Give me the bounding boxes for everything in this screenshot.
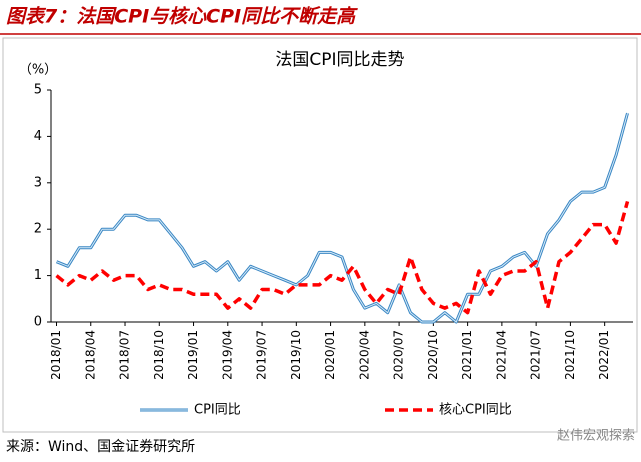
x-tick-label: 2020/07 [392, 330, 406, 380]
legend-label: 核心CPI同比 [439, 403, 512, 418]
x-tick-label: 2021/10 [563, 330, 577, 380]
y-tick-label: 4 [34, 129, 42, 144]
x-tick-label: 2018/04 [83, 330, 97, 380]
y-tick-label: 1 [34, 268, 42, 283]
legend-label: CPI同比 [194, 403, 241, 418]
y-tick-label: 0 [34, 315, 42, 330]
x-tick-label: 2018/10 [152, 330, 166, 380]
x-tick-label: 2019/04 [220, 330, 234, 380]
x-tick-label: 2020/04 [357, 330, 371, 380]
watermark: 赵伟宏观探索 [557, 429, 635, 444]
figure-header: 图表7：法国CPI与核心CPI同比不断走高 [6, 6, 358, 28]
x-tick-label: 2021/04 [494, 330, 508, 380]
y-tick-label: 2 [34, 222, 42, 237]
x-tick-label: 2019/10 [289, 330, 303, 380]
x-tick-label: 2019/07 [255, 330, 269, 380]
x-tick-label: 2020/10 [426, 330, 440, 380]
x-tick-label: 2021/01 [460, 330, 474, 380]
chart-frame [2, 37, 638, 433]
x-tick-label: 2021/07 [529, 330, 543, 380]
series-line-highlight [56, 113, 628, 323]
y-unit: （%） [19, 63, 57, 78]
chart-title: 法国CPI同比走势 [275, 50, 404, 70]
y-tick-label: 3 [34, 175, 42, 190]
x-tick-label: 2019/01 [186, 330, 200, 380]
y-tick-label: 5 [34, 83, 42, 98]
series-line [55, 200, 630, 315]
x-tick-label: 2020/01 [323, 330, 337, 380]
source: 来源：Wind、国金证券研究所 [6, 439, 195, 455]
x-tick-label: 2022/01 [597, 330, 611, 380]
x-tick-label: 2018/01 [49, 330, 63, 380]
x-tick-label: 2018/07 [118, 330, 132, 380]
